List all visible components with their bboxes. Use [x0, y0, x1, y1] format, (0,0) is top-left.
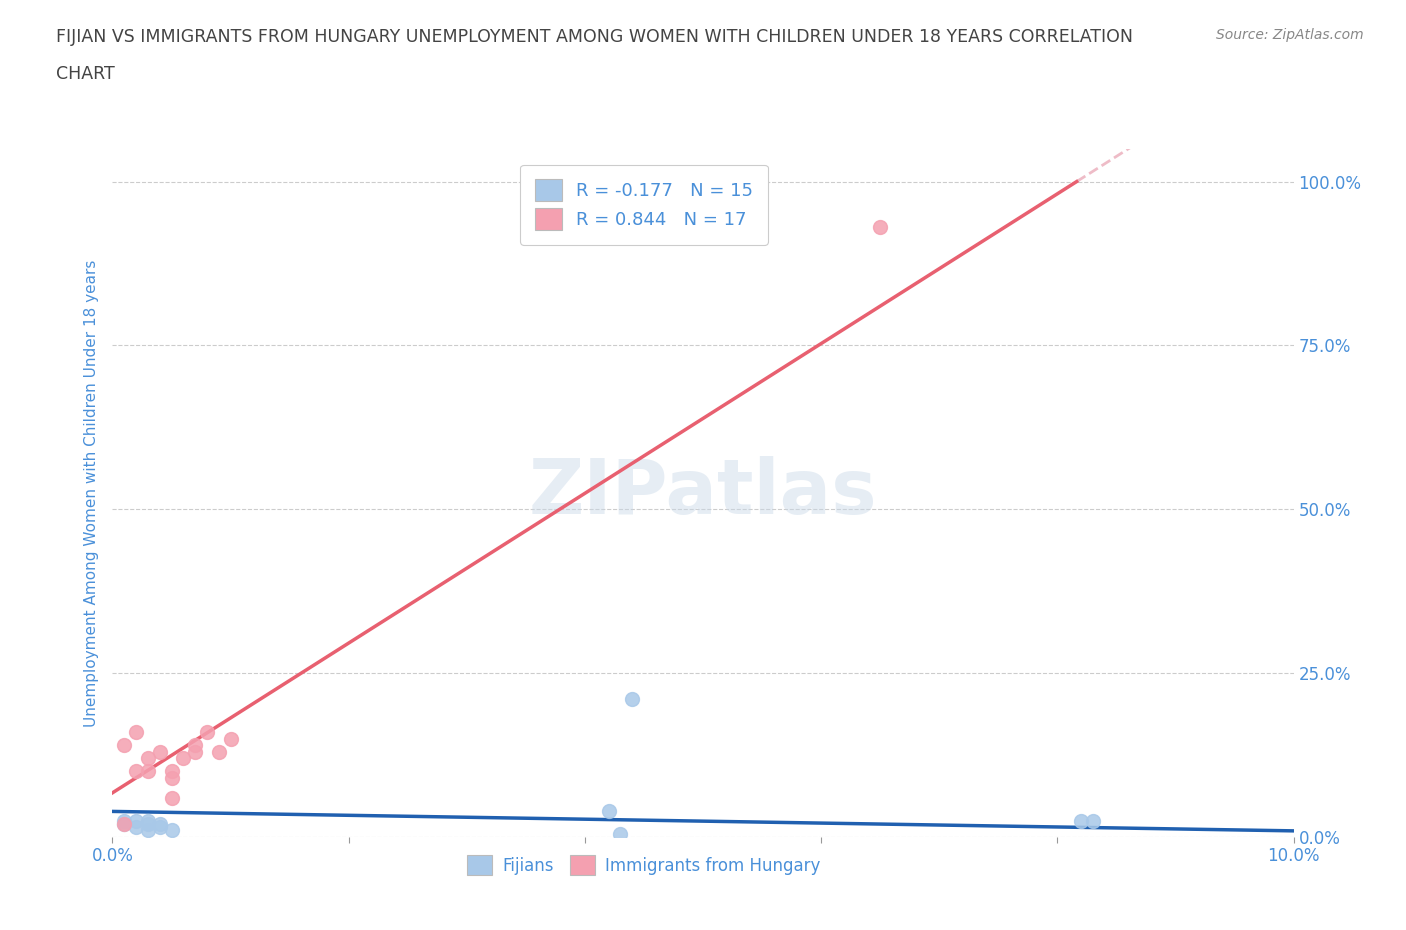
Point: [125, 819, 148, 834]
Point: [195, 724, 218, 739]
Point: [125, 724, 148, 739]
Legend: Fijians, Immigrants from Hungary: Fijians, Immigrants from Hungary: [458, 846, 830, 884]
Point: [136, 823, 159, 838]
Point: [149, 744, 172, 759]
Point: [869, 220, 891, 235]
Point: [160, 771, 183, 786]
Point: [609, 826, 631, 841]
Point: [112, 737, 135, 752]
Text: ZIPatlas: ZIPatlas: [529, 456, 877, 530]
Point: [112, 817, 135, 831]
Text: FIJIAN VS IMMIGRANTS FROM HUNGARY UNEMPLOYMENT AMONG WOMEN WITH CHILDREN UNDER 1: FIJIAN VS IMMIGRANTS FROM HUNGARY UNEMPL…: [56, 28, 1133, 46]
Point: [136, 751, 159, 765]
Point: [160, 790, 183, 805]
Point: [136, 817, 159, 831]
Point: [125, 764, 148, 779]
Point: [621, 692, 644, 707]
Point: [136, 813, 159, 828]
Point: [112, 813, 135, 828]
Text: Source: ZipAtlas.com: Source: ZipAtlas.com: [1216, 28, 1364, 42]
Point: [1070, 813, 1092, 828]
Point: [160, 823, 183, 838]
Point: [172, 751, 194, 765]
Point: [598, 804, 620, 818]
Point: [136, 764, 159, 779]
Point: [184, 737, 207, 752]
Point: [1081, 813, 1104, 828]
Y-axis label: Unemployment Among Women with Children Under 18 years: Unemployment Among Women with Children U…: [83, 259, 98, 726]
Point: [160, 764, 183, 779]
Point: [208, 744, 231, 759]
Point: [112, 817, 135, 831]
Point: [149, 817, 172, 831]
Point: [184, 744, 207, 759]
Point: [125, 813, 148, 828]
Point: [149, 819, 172, 834]
Text: CHART: CHART: [56, 65, 115, 83]
Point: [219, 731, 242, 746]
